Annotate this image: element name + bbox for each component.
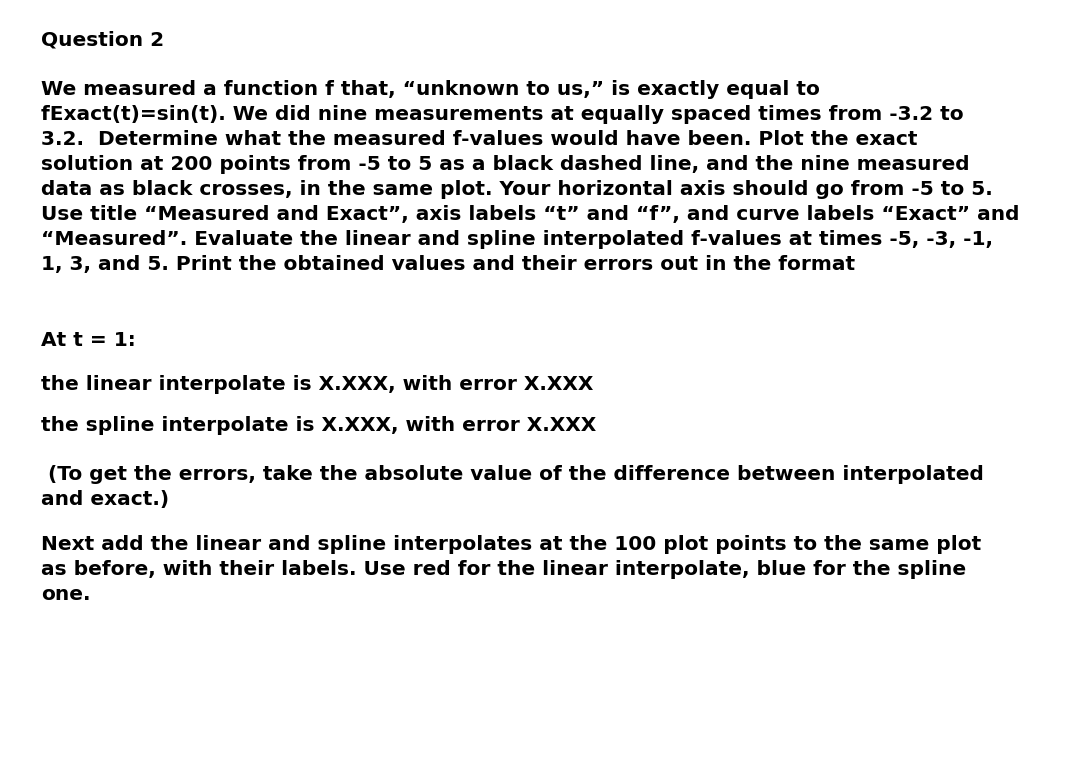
Text: At t = 1:: At t = 1: xyxy=(41,331,136,350)
Text: (To get the errors, take the absolute value of the difference between interpolat: (To get the errors, take the absolute va… xyxy=(41,465,983,509)
Text: We measured a function f that, “unknown to us,” is exactly equal to
fExact(t)=si: We measured a function f that, “unknown … xyxy=(41,80,1020,274)
Text: Question 2: Question 2 xyxy=(41,30,164,49)
Text: Next add the linear and spline interpolates at the 100 plot points to the same p: Next add the linear and spline interpola… xyxy=(41,535,981,604)
Text: the spline interpolate is X.XXX, with error X.XXX: the spline interpolate is X.XXX, with er… xyxy=(41,416,597,435)
Text: the linear interpolate is X.XXX, with error X.XXX: the linear interpolate is X.XXX, with er… xyxy=(41,375,593,394)
